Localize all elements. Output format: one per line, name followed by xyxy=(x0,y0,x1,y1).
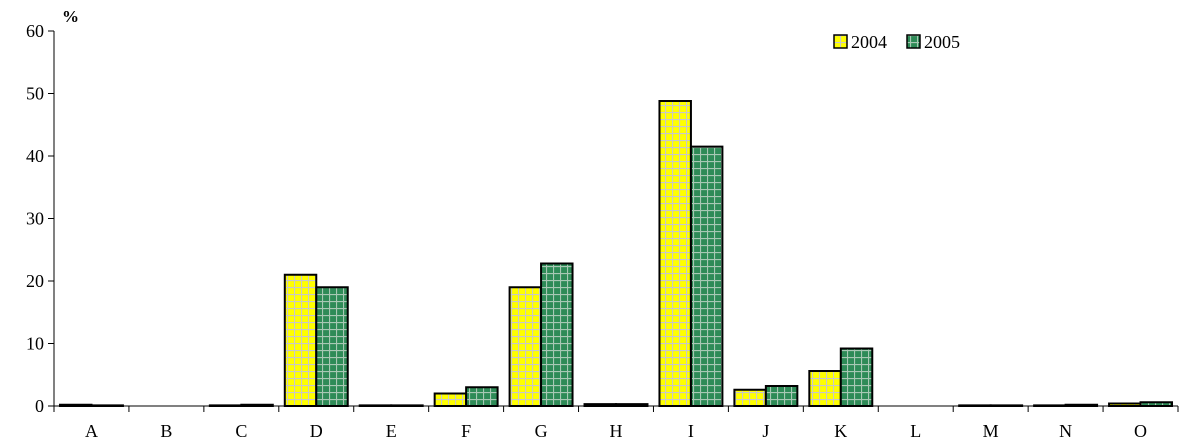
bar-2005-K xyxy=(839,347,874,407)
legend-label-2005: 2005 xyxy=(924,32,960,52)
legend-label-2004: 2004 xyxy=(851,32,887,52)
bar-2005-G xyxy=(540,262,574,407)
x-category-label: J xyxy=(762,421,769,441)
bar-2005-F xyxy=(465,386,499,407)
bar-2004-E xyxy=(358,404,393,407)
y-tick-label: 50 xyxy=(26,84,44,104)
y-tick-label: 60 xyxy=(26,21,44,41)
bar-2004-C xyxy=(208,404,243,407)
x-category-label: F xyxy=(461,421,471,441)
bar-2005-C xyxy=(240,403,274,407)
bar-2005-E xyxy=(390,404,424,407)
bar-2005-N xyxy=(1064,403,1099,407)
y-tick-label: 40 xyxy=(26,146,44,166)
legend: 2004 2005 xyxy=(833,32,960,52)
bar-2005-I xyxy=(689,145,724,407)
x-axis: A B C D E F G H I J K L M N O xyxy=(53,405,1179,441)
bar-2004-A xyxy=(58,403,93,407)
bar-2005-H xyxy=(615,403,649,407)
x-category-label: O xyxy=(1134,421,1147,441)
y-tick-label: 10 xyxy=(26,334,44,354)
x-category-label: K xyxy=(834,421,847,441)
y-tick-label: 0 xyxy=(35,396,44,416)
y-tick-label: 20 xyxy=(26,271,44,291)
x-category-label: G xyxy=(535,421,548,441)
y-unit-label: % xyxy=(62,7,79,26)
bar-2005-J xyxy=(764,385,799,407)
x-category-label: M xyxy=(983,421,999,441)
x-category-label: A xyxy=(85,421,98,441)
bar-2004-O xyxy=(1108,402,1142,407)
bar-2005-D xyxy=(315,286,349,407)
bar-2004-I xyxy=(658,100,692,407)
bar-2005-M xyxy=(989,404,1024,407)
x-category-label: H xyxy=(610,421,623,441)
bar-2004-G xyxy=(508,286,543,407)
legend-swatch-2004 xyxy=(833,34,848,49)
x-category-label: N xyxy=(1059,421,1072,441)
bar-2004-F xyxy=(433,392,468,407)
x-category-label: I xyxy=(688,421,694,441)
bar-2004-N xyxy=(1033,404,1067,407)
bar-2004-J xyxy=(733,388,767,407)
y-axis: 0 10 20 30 40 50 60 xyxy=(26,21,55,416)
x-category-label: B xyxy=(160,421,172,441)
bar-2004-K xyxy=(808,370,842,407)
legend-swatch-2005 xyxy=(906,34,921,49)
bar-2004-D xyxy=(283,273,318,407)
x-category-label: D xyxy=(310,421,323,441)
bar-2004-M xyxy=(958,404,992,407)
x-category-label: L xyxy=(910,421,921,441)
y-tick-label: 30 xyxy=(26,209,44,229)
bars xyxy=(58,100,1174,407)
bar-2005-O xyxy=(1139,401,1174,407)
bar-2004-H xyxy=(583,403,618,407)
x-category-label: C xyxy=(235,421,247,441)
x-category-label: E xyxy=(386,421,397,441)
bar-2005-A xyxy=(90,404,124,407)
